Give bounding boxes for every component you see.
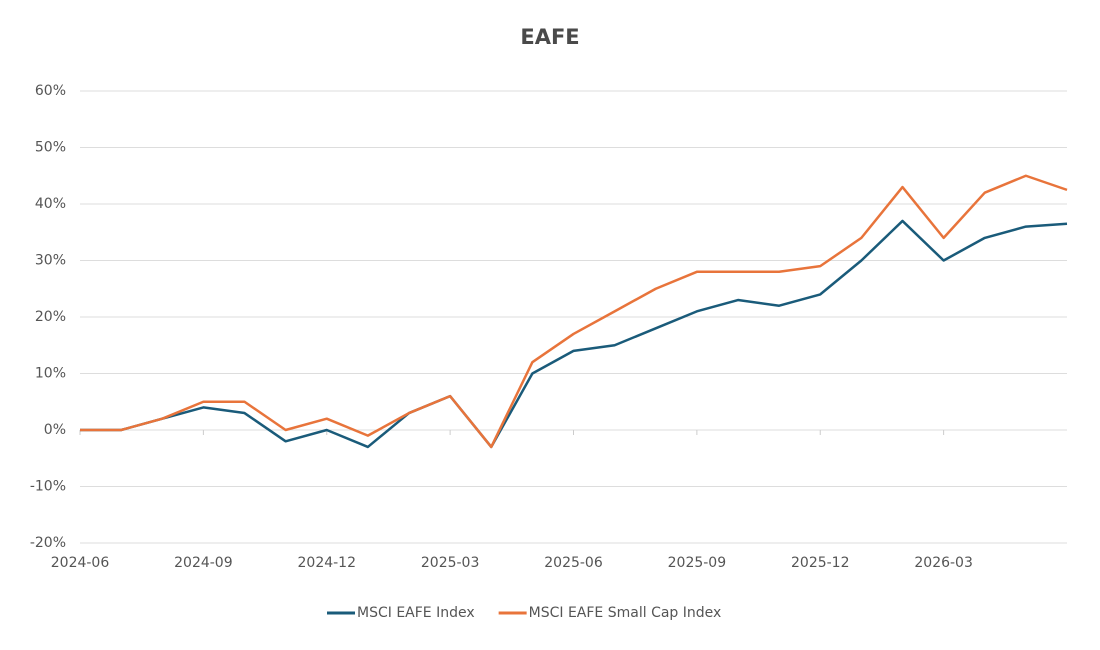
x-tick-label: 2024-09 (174, 555, 233, 571)
x-tick-label: 2024-06 (51, 555, 110, 571)
y-tick-label: 40% (35, 196, 66, 212)
legend-label: MSCI EAFE Small Cap Index (529, 605, 722, 621)
y-tick-label: 30% (35, 253, 66, 269)
y-tick-label: 10% (35, 366, 66, 382)
series-line (80, 219, 1068, 449)
y-tick-label: -10% (30, 479, 66, 495)
y-tick-label: 0% (44, 422, 66, 438)
x-tick-label: 2025-03 (421, 555, 480, 571)
y-tick-label: 60% (35, 83, 66, 99)
chart-title: EAFE (520, 25, 579, 49)
x-tick-label: 2024-12 (298, 555, 357, 571)
x-tick-label: 2025-12 (791, 555, 850, 571)
series-line (80, 174, 1068, 449)
x-tick-label: 2026-03 (914, 555, 973, 571)
y-tick-label: 20% (35, 309, 66, 325)
y-tick-label: -20% (30, 535, 66, 551)
y-tick-label: 50% (35, 140, 66, 156)
x-tick-label: 2025-06 (544, 555, 603, 571)
legend-label: MSCI EAFE Index (357, 605, 475, 621)
x-tick-label: 2025-09 (668, 555, 727, 571)
